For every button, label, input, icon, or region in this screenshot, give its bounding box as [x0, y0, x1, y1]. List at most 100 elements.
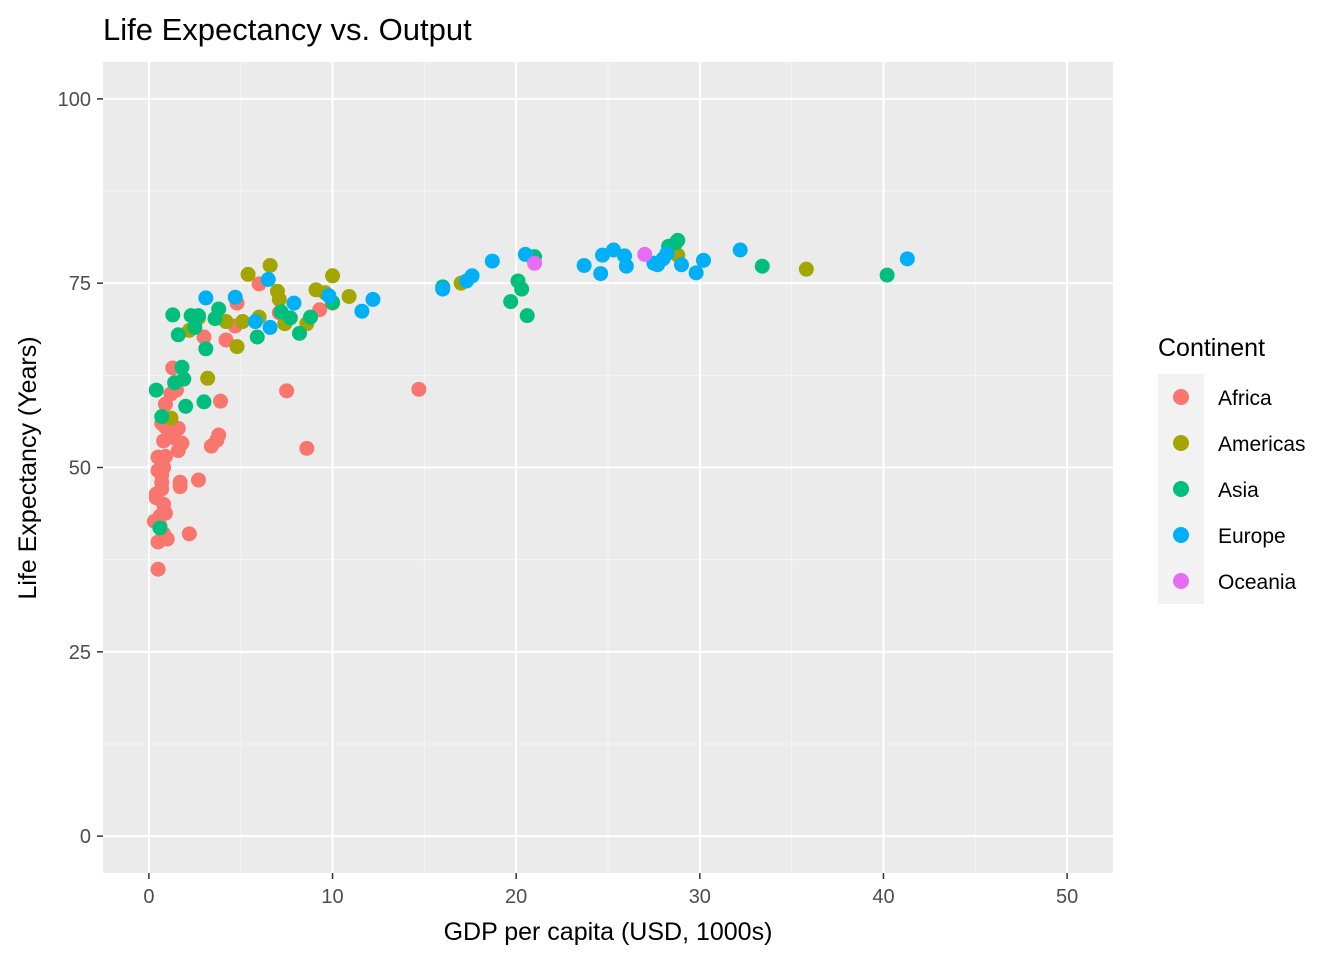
legend-label-americas: Americas: [1218, 433, 1306, 456]
point-africa: [279, 383, 295, 399]
point-europe: [354, 303, 370, 319]
point-asia: [670, 232, 686, 248]
x-tick-label: 40: [872, 886, 894, 908]
point-asia: [754, 258, 770, 274]
major-gridlines: [103, 62, 1113, 873]
legend-label-oceania: Oceania: [1218, 571, 1297, 594]
point-africa: [211, 427, 227, 443]
axis-ticks: 0 10 20 30 40 50 0 25 50 75 100: [58, 89, 1079, 908]
point-europe: [464, 268, 480, 284]
point-americas: [240, 266, 256, 282]
legend-key-americas: [1173, 435, 1189, 451]
point-africa: [172, 479, 188, 495]
point-americas: [271, 291, 287, 307]
point-europe: [606, 242, 622, 258]
point-americas: [325, 268, 341, 284]
point-oceania: [527, 255, 543, 271]
y-axis-title: Life Expectancy (Years): [14, 336, 42, 599]
point-asia: [190, 308, 206, 324]
point-americas: [798, 261, 814, 277]
point-europe: [688, 265, 704, 281]
legend-title: Continent: [1158, 334, 1265, 362]
point-europe: [732, 242, 748, 258]
point-asia: [291, 325, 307, 341]
point-asia: [198, 341, 214, 357]
point-asia: [154, 409, 170, 425]
point-africa: [181, 526, 197, 542]
x-tick-label: 30: [689, 886, 711, 908]
point-europe: [618, 258, 634, 274]
point-oceania: [637, 246, 653, 262]
x-tick-label: 50: [1056, 886, 1078, 908]
point-europe: [435, 281, 451, 297]
legend-label-asia: Asia: [1218, 479, 1259, 502]
point-asia: [879, 267, 895, 283]
point-asia: [174, 359, 190, 375]
point-africa: [196, 329, 212, 345]
point-asia: [165, 307, 181, 323]
point-europe: [899, 251, 915, 267]
point-asia: [196, 394, 212, 410]
point-africa: [190, 472, 206, 488]
point-americas: [235, 314, 251, 330]
point-asia: [249, 329, 265, 345]
legend-key-africa: [1173, 389, 1189, 405]
x-tick-label: 20: [505, 886, 527, 908]
point-asia: [170, 327, 186, 343]
y-tick-label: 25: [69, 642, 91, 664]
point-africa: [174, 435, 190, 451]
point-europe: [321, 288, 337, 304]
point-africa: [157, 448, 173, 464]
point-asia: [187, 319, 203, 335]
point-asia: [519, 308, 535, 324]
point-africa: [159, 531, 175, 547]
point-asia: [514, 281, 530, 297]
y-tick-label: 100: [58, 89, 91, 111]
point-africa: [299, 440, 315, 456]
data-points: [146, 232, 915, 577]
point-asia: [178, 398, 194, 414]
point-asia: [503, 294, 519, 310]
y-tick-label: 50: [69, 458, 91, 480]
point-asia: [282, 310, 298, 326]
point-africa: [157, 505, 173, 521]
point-africa: [156, 460, 172, 475]
legend: Continent Africa Americas Asia Europe Oceani…: [1158, 334, 1306, 604]
point-africa: [213, 393, 229, 409]
legend-label-africa: Africa: [1218, 387, 1272, 410]
point-europe: [227, 289, 243, 305]
point-americas: [200, 370, 216, 386]
legend-key-europe: [1173, 527, 1189, 543]
point-europe: [576, 257, 592, 273]
point-europe: [593, 266, 609, 282]
point-europe: [484, 253, 500, 269]
legend-label-europe: Europe: [1218, 525, 1286, 548]
x-axis-title: GDP per capita (USD, 1000s): [444, 918, 773, 946]
legend-key-oceania: [1173, 573, 1189, 589]
x-tick-label: 10: [321, 886, 343, 908]
point-europe: [659, 246, 675, 262]
chart-title: Life Expectancy vs. Output: [103, 12, 472, 47]
point-europe: [260, 271, 276, 287]
x-tick-label: 0: [143, 886, 154, 908]
point-africa: [218, 332, 234, 348]
point-asia: [148, 382, 164, 398]
point-europe: [262, 319, 278, 335]
point-europe: [365, 291, 381, 307]
point-asia: [176, 371, 192, 387]
point-americas: [262, 257, 278, 273]
point-europe: [695, 252, 711, 268]
y-tick-label: 75: [69, 273, 91, 295]
legend-key-asia: [1173, 481, 1189, 497]
point-europe: [673, 257, 689, 273]
point-asia: [303, 309, 319, 325]
point-asia: [211, 301, 227, 317]
point-asia: [152, 520, 168, 536]
point-africa: [150, 561, 166, 577]
point-americas: [341, 288, 357, 304]
y-tick-label: 0: [80, 826, 91, 848]
point-europe: [198, 290, 214, 306]
point-europe: [247, 314, 263, 330]
point-africa: [411, 381, 427, 397]
